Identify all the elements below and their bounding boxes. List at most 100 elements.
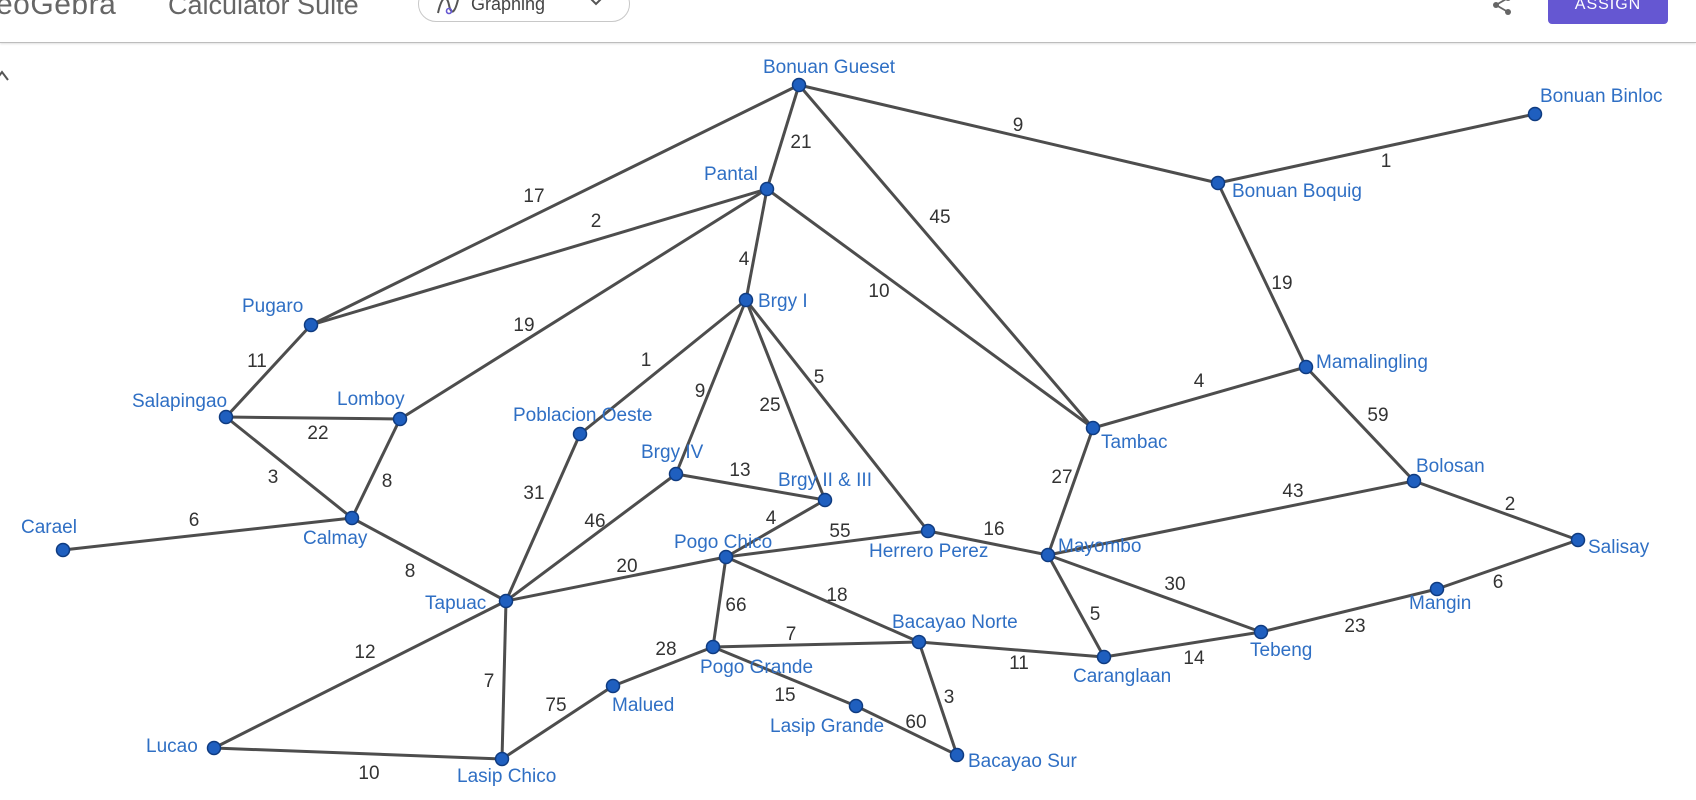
vertex-lasip_grande[interactable] (848, 698, 864, 714)
edge-pugaro-salapingao[interactable] (224, 323, 313, 419)
edge-pogo_chico-bacayao_norte[interactable] (725, 555, 920, 644)
vertex-carael[interactable] (55, 542, 71, 558)
edge-mayombo-bolosan[interactable] (1047, 479, 1415, 557)
edge-tambac-mamalingling[interactable] (1092, 365, 1307, 430)
vertex-label-bolosan: Bolosan (1416, 456, 1485, 477)
vertex-salisay[interactable] (1570, 532, 1586, 548)
edge-weight-label: 31 (523, 483, 544, 504)
vertex-label-salisay: Salisay (1588, 537, 1650, 558)
vertex-bonuan_binloc[interactable] (1527, 106, 1543, 122)
edge-brgy_i-poblacion_oeste[interactable] (579, 298, 747, 436)
vertex-lasip_chico[interactable] (494, 751, 510, 767)
vertex-bonuan_boquig[interactable] (1210, 175, 1226, 191)
edge-weight-label: 6 (1493, 572, 1504, 593)
edge-bacayao_norte-caranglaan[interactable] (918, 640, 1105, 659)
edge-pantal-pugaro[interactable] (310, 187, 768, 327)
vertex-bacayao_norte[interactable] (911, 634, 927, 650)
vertex-brgy_iv[interactable] (668, 466, 684, 482)
assign-button[interactable]: ASSIGN (1548, 0, 1668, 24)
edge-weight-label: 12 (354, 642, 375, 663)
edge-weight-label: 75 (545, 695, 566, 716)
share-icon (1491, 0, 1513, 21)
edge-weight-label: 23 (1344, 616, 1365, 637)
edge-tapuac-lasip_chico[interactable] (500, 600, 508, 760)
vertex-mamalingling[interactable] (1298, 359, 1314, 375)
vertex-tambac[interactable] (1085, 420, 1101, 436)
edge-brgy_ii_iii-pogo_chico[interactable] (725, 498, 826, 559)
vertex-caranglaan[interactable] (1096, 649, 1112, 665)
edge-mamalingling-bolosan[interactable] (1304, 365, 1416, 483)
edge-bolosan-salisay[interactable] (1413, 479, 1579, 542)
edge-pogo_chico-herrero_perez[interactable] (725, 529, 929, 559)
vertex-label-pogo_grande: Pogo Grande (700, 657, 813, 678)
edge-pogo_chico-pogo_grande[interactable] (711, 556, 728, 648)
edge-tapuac-lucao[interactable] (213, 599, 507, 750)
vertex-tebeng[interactable] (1253, 624, 1269, 640)
edge-poblacion_oeste-tapuac[interactable] (504, 433, 582, 602)
vertex-lucao[interactable] (206, 740, 222, 756)
vertex-label-mayombo: Mayombo (1058, 536, 1141, 557)
edge-bonuan_gueset-pantal[interactable] (765, 84, 801, 190)
edge-weight-label: 21 (790, 132, 811, 153)
edge-salisay-mangin[interactable] (1436, 538, 1579, 591)
edge-bacayao_norte-bacayao_sur[interactable] (917, 641, 959, 756)
edge-pantal-brgy_i[interactable] (744, 188, 769, 301)
edge-mayombo-tebeng[interactable] (1047, 553, 1262, 634)
vertex-pantal[interactable] (759, 181, 775, 197)
edge-weight-label: 25 (759, 395, 780, 416)
vertex-malued[interactable] (605, 678, 621, 694)
vertex-pugaro[interactable] (303, 317, 319, 333)
vertex-salapingao[interactable] (218, 409, 234, 425)
edge-lasip_grande-bacayao_sur[interactable] (855, 704, 958, 757)
app-switcher-dropdown[interactable]: Graphing (418, 0, 630, 22)
edge-pantal-lomboy[interactable] (399, 187, 768, 421)
edge-herrero_perez-mayombo[interactable] (927, 529, 1049, 557)
vertex-brgy_i[interactable] (738, 292, 754, 308)
edge-brgy_i-brgy_iv[interactable] (674, 299, 748, 475)
edge-bonuan_gueset-pugaro[interactable] (310, 83, 800, 327)
edge-lomboy-calmay[interactable] (350, 418, 402, 519)
edge-calmay-tapuac[interactable] (351, 516, 507, 603)
vertex-lomboy[interactable] (392, 411, 408, 427)
edge-mangin-tebeng[interactable] (1260, 587, 1438, 634)
edge-salapingao-calmay[interactable] (225, 415, 353, 520)
edge-pantal-tambac[interactable] (766, 187, 1094, 430)
edge-brgy_iv-tapuac[interactable] (505, 472, 677, 603)
vertex-bacayao_sur[interactable] (949, 747, 965, 763)
edge-carael-calmay[interactable] (62, 516, 353, 552)
edge-brgy_i-brgy_ii_iii[interactable] (744, 299, 827, 501)
edge-bonuan_gueset-tambac[interactable] (797, 84, 1095, 429)
vertex-pogo_grande[interactable] (705, 639, 721, 655)
vertex-bonuan_gueset[interactable] (791, 77, 807, 93)
edge-bonuan_binloc-bonuan_boquig[interactable] (1217, 112, 1536, 185)
edge-pogo_grande-malued[interactable] (612, 645, 714, 688)
vertex-poblacion_oeste[interactable] (572, 426, 588, 442)
vertex-herrero_perez[interactable] (920, 523, 936, 539)
edge-tambac-mayombo[interactable] (1046, 427, 1095, 556)
edge-salapingao-lomboy[interactable] (225, 415, 401, 421)
vertex-mayombo[interactable] (1040, 547, 1056, 563)
back-arrow-icon[interactable] (0, 68, 10, 84)
vertex-label-bonuan_gueset: Bonuan Gueset (763, 57, 896, 78)
vertex-brgy_ii_iii[interactable] (817, 492, 833, 508)
edge-pogo_grande-bacayao_norte[interactable] (712, 640, 920, 649)
edge-brgy_iv-brgy_ii_iii[interactable] (675, 472, 826, 502)
edge-bonuan_gueset-bonuan_boquig[interactable] (798, 83, 1219, 185)
edge-pogo_chico-tapuac[interactable] (505, 555, 727, 603)
edge-bonuan_boquig-mamalingling[interactable] (1216, 182, 1308, 368)
edge-pogo_grande-lasip_grande[interactable] (712, 645, 857, 708)
edge-caranglaan-tebeng[interactable] (1103, 630, 1262, 659)
share-button[interactable] (1487, 0, 1517, 22)
vertex-bolosan[interactable] (1406, 473, 1422, 489)
vertex-mangin[interactable] (1429, 581, 1445, 597)
edge-lucao-lasip_chico[interactable] (213, 746, 503, 761)
vertex-pogo_chico[interactable] (718, 549, 734, 565)
vertex-tapuac[interactable] (498, 593, 514, 609)
edge-mayombo-caranglaan[interactable] (1046, 554, 1106, 658)
edge-malued-lasip_chico[interactable] (501, 684, 614, 761)
edge-weight-label: 7 (786, 624, 797, 645)
edge-brgy_i-herrero_perez[interactable] (744, 299, 930, 532)
vertex-calmay[interactable] (344, 510, 360, 526)
edge-weight-label: 14 (1183, 648, 1205, 669)
